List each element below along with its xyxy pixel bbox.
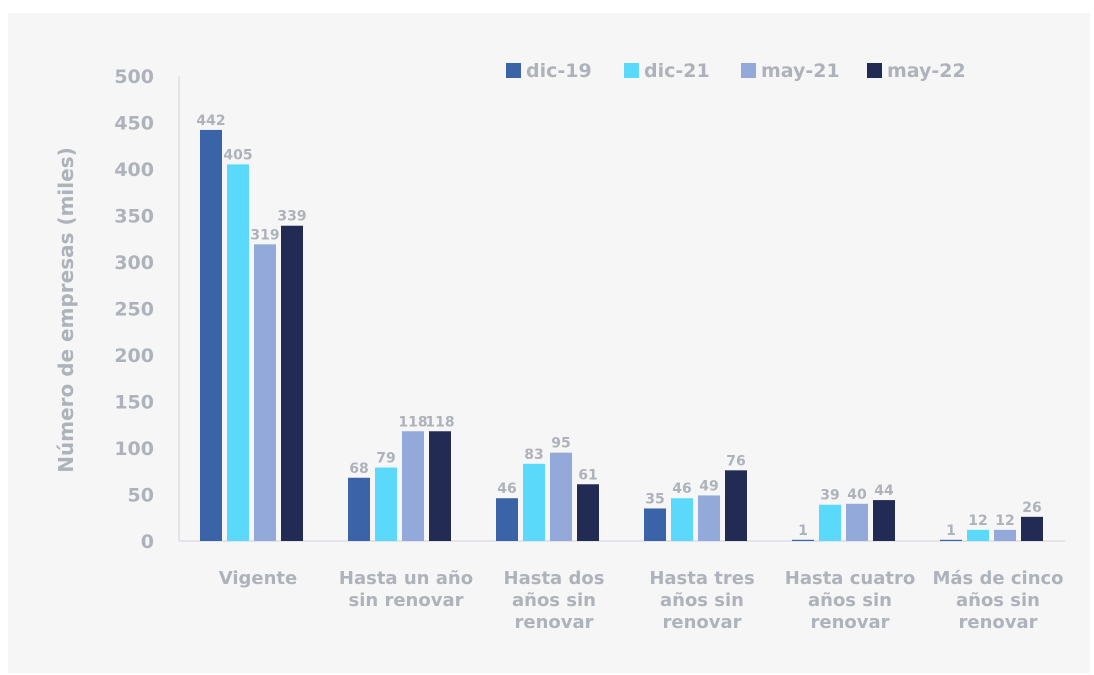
x-category-label: Más de cinco años sin renovar xyxy=(932,568,1063,633)
x-category-label: Hasta tres años sin renovar xyxy=(649,568,754,633)
y-tick-label: 250 xyxy=(114,299,154,321)
legend-swatch xyxy=(741,63,756,78)
legend-swatch xyxy=(624,63,639,78)
data-label: 1 xyxy=(946,523,956,539)
bar-dic-21 xyxy=(967,529,989,541)
data-label: 118 xyxy=(425,414,454,430)
data-label: 95 xyxy=(551,436,570,452)
data-label: 76 xyxy=(726,453,745,469)
bar-dic-21 xyxy=(523,463,545,541)
data-label: 39 xyxy=(820,488,839,504)
bar-dic-19 xyxy=(200,129,222,541)
bar-may-22 xyxy=(873,500,895,541)
bar-may-21 xyxy=(994,529,1016,541)
data-label: 46 xyxy=(497,481,516,497)
y-tick-label: 0 xyxy=(141,531,154,553)
y-tick-label: 300 xyxy=(114,252,154,274)
data-label: 61 xyxy=(578,467,597,483)
data-label: 46 xyxy=(672,481,691,497)
chart-background xyxy=(8,13,1090,673)
data-label: 79 xyxy=(376,451,395,467)
bar-may-22 xyxy=(281,225,303,542)
bar-dic-21 xyxy=(375,467,397,541)
data-label: 35 xyxy=(645,491,664,507)
y-tick-label: 400 xyxy=(114,159,154,181)
x-axis: Vigente Hasta un año sin renovar Hasta dos a… xyxy=(179,540,1065,633)
bar-may-21 xyxy=(402,431,424,541)
data-label: 1 xyxy=(798,523,808,539)
y-axis-title: Número de empresas (miles) xyxy=(54,147,78,473)
data-label: 319 xyxy=(250,227,279,243)
data-label: 339 xyxy=(277,209,306,225)
y-tick-label: 450 xyxy=(114,113,154,135)
y-tick-label: 200 xyxy=(114,345,154,367)
x-category-label: Hasta cuatro años sin renovar xyxy=(785,568,915,633)
data-label: 68 xyxy=(349,461,368,477)
x-category-label: Hasta un año sin renovar xyxy=(339,568,473,611)
y-tick-label: 350 xyxy=(114,206,154,228)
data-label: 405 xyxy=(223,147,252,163)
y-tick-label: 150 xyxy=(114,392,154,414)
bar-may-22 xyxy=(725,470,747,541)
y-axis: 0 50 100 150 200 250 300 350 400 450 500 xyxy=(114,66,180,553)
x-category-label: Hasta dos años sin renovar xyxy=(504,568,605,633)
bar-dic-21 xyxy=(227,164,249,541)
data-label: 44 xyxy=(874,483,894,499)
bar-may-21 xyxy=(550,452,572,541)
bar-may-22 xyxy=(1021,516,1043,541)
bar-may-22 xyxy=(429,431,451,541)
legend-label: may-22 xyxy=(887,60,966,82)
bars xyxy=(200,129,1043,542)
y-tick-label: 500 xyxy=(114,66,154,88)
legend-label: dic-21 xyxy=(644,60,710,82)
x-category-label: Vigente xyxy=(219,568,298,589)
data-label: 12 xyxy=(995,513,1014,529)
bar-dic-19 xyxy=(940,539,962,541)
bar-dic-19 xyxy=(496,498,518,541)
legend: dic-19 dic-21 may-21 may-22 xyxy=(506,60,966,82)
y-tick-label: 50 xyxy=(128,485,154,507)
data-label: 40 xyxy=(847,487,867,503)
data-label: 12 xyxy=(968,513,987,529)
bar-dic-19 xyxy=(644,508,666,541)
legend-swatch xyxy=(867,63,882,78)
bar-may-21 xyxy=(846,503,868,541)
y-tick-label: 100 xyxy=(114,438,154,460)
bar-may-22 xyxy=(577,484,599,541)
data-label: 49 xyxy=(699,478,718,494)
bar-dic-19 xyxy=(792,539,814,541)
bar-may-21 xyxy=(698,495,720,541)
data-label: 83 xyxy=(524,447,543,463)
legend-label: may-21 xyxy=(761,60,840,82)
bar-may-21 xyxy=(254,244,276,541)
bar-dic-21 xyxy=(671,498,693,541)
legend-swatch xyxy=(506,63,521,78)
bar-dic-19 xyxy=(348,477,370,541)
data-label: 442 xyxy=(196,113,225,129)
legend-label: dic-19 xyxy=(526,60,592,82)
bar-dic-21 xyxy=(819,504,841,541)
data-label: 118 xyxy=(398,414,427,430)
data-label: 26 xyxy=(1022,500,1041,516)
